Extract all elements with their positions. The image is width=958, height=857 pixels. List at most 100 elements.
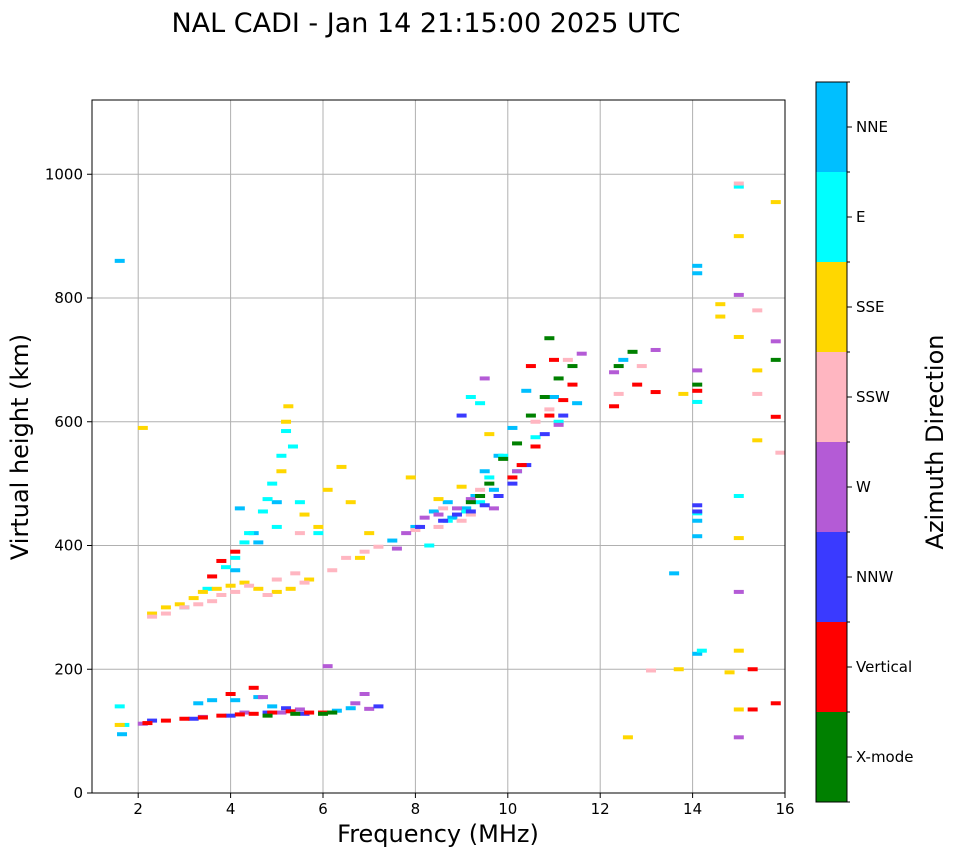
data-point-sse	[733, 648, 744, 653]
data-point-nne	[692, 534, 703, 539]
data-point-e	[257, 509, 268, 514]
data-point-nne	[507, 425, 518, 430]
data-point-nne	[461, 506, 472, 511]
data-point-ssw	[613, 391, 624, 396]
colorbar: X-mode Vertical NNW W SSW SSE E NNE	[815, 81, 913, 803]
data-point-nne	[271, 500, 282, 505]
data-point-w	[609, 370, 620, 375]
data-point-sse	[276, 469, 287, 474]
data-point-x-mode	[567, 364, 578, 369]
data-point-nne	[207, 698, 218, 703]
data-point-sse	[405, 475, 416, 480]
data-point-nne	[193, 701, 204, 706]
data-point-x-mode	[539, 395, 550, 399]
y-tick-label: 600	[54, 413, 83, 431]
data-point-x-mode	[613, 364, 624, 369]
data-point-sse	[114, 722, 125, 727]
data-point-vertical	[216, 558, 227, 563]
data-point-sse	[322, 487, 333, 492]
x-axis-ticks: 2 4 6 8 10 12 14 16	[133, 793, 795, 818]
data-point-nne	[428, 509, 439, 514]
data-point-e	[294, 500, 305, 505]
data-point-e	[244, 531, 255, 536]
data-point-ssw	[299, 580, 310, 585]
y-tick-label: 800	[54, 289, 83, 307]
data-point-ssw	[271, 577, 282, 582]
data-point-x-mode	[475, 494, 486, 498]
data-point-ssw	[530, 419, 541, 424]
data-point-sse	[160, 605, 171, 610]
data-point-vertical	[207, 574, 218, 579]
data-point-nnw	[281, 706, 292, 711]
data-point-ssw	[179, 605, 190, 610]
data-point-vertical	[216, 713, 227, 718]
data-point-x-mode	[525, 413, 536, 418]
data-point-nnw	[373, 704, 384, 709]
x-tick-label: 4	[226, 800, 236, 818]
data-point-vertical	[248, 685, 259, 690]
data-point-vertical	[530, 444, 541, 449]
data-point-nnw	[415, 524, 426, 529]
y-axis-label: Virtual height (km)	[6, 334, 34, 560]
x-tick-label: 10	[498, 800, 517, 818]
y-tick-label: 0	[73, 784, 83, 802]
data-point-nnw	[225, 713, 236, 718]
data-point-sse	[285, 586, 296, 591]
data-point-w	[276, 710, 287, 715]
colorbar-tick-label: Vertical	[856, 658, 912, 676]
data-point-e	[114, 704, 125, 709]
data-point-e	[424, 543, 435, 548]
data-point-ssw	[646, 668, 657, 673]
data-point-sse	[733, 234, 744, 239]
data-point-sse	[225, 583, 236, 588]
data-point-ssw	[733, 181, 744, 186]
data-point-e	[733, 494, 744, 498]
data-point-x-mode	[318, 711, 328, 716]
data-point-ssw	[359, 549, 370, 554]
data-point-w	[733, 589, 744, 594]
colorbar-tick-label: W	[856, 478, 871, 496]
y-axis-ticks: 0 200 400 600 800 1000	[45, 165, 92, 802]
data-point-w	[322, 664, 333, 669]
data-point-sse	[271, 589, 282, 594]
data-point-nnw	[147, 718, 158, 723]
data-point-nne	[387, 538, 398, 543]
colorbar-segment-nne	[816, 82, 847, 172]
data-point-ssw	[433, 524, 444, 529]
data-point-nne	[572, 401, 583, 406]
data-point-sse	[724, 670, 735, 675]
data-point-nnw	[558, 413, 569, 418]
data-point-ssw	[636, 364, 647, 369]
data-point-vertical	[632, 382, 643, 387]
data-point-vertical	[285, 709, 296, 714]
data-point-nne	[114, 258, 125, 263]
data-point-x-mode	[512, 441, 523, 446]
colorbar-segment-e	[816, 172, 847, 262]
data-point-sse	[345, 500, 356, 505]
colorbar-frame	[815, 81, 848, 803]
data-point-w	[488, 506, 499, 511]
data-point-x-mode	[627, 349, 638, 354]
data-point-sse	[715, 314, 726, 319]
data-point-ssw	[193, 602, 204, 607]
data-point-nnw	[479, 503, 490, 508]
data-point-ssw	[160, 611, 171, 616]
colorbar-tick-label: NNE	[856, 118, 888, 136]
data-point-w	[692, 368, 703, 373]
data-point-w	[733, 735, 744, 740]
data-point-nne	[267, 704, 278, 709]
data-point-sse	[733, 707, 744, 712]
data-point-vertical	[567, 382, 578, 387]
data-point-sse	[715, 302, 726, 307]
colorbar-segment-vertical	[816, 622, 847, 712]
data-point-x-mode	[262, 713, 273, 718]
colorbar-segment-nnw	[816, 532, 847, 622]
data-point-sse	[137, 425, 148, 430]
data-point-w	[391, 546, 402, 551]
data-point-ssw	[327, 568, 338, 573]
data-point-sse	[733, 334, 744, 339]
colorbar-segment-x-mode	[816, 712, 847, 802]
colorbar-tick-label: SSW	[856, 388, 890, 406]
y-tick-label: 1000	[45, 165, 83, 183]
